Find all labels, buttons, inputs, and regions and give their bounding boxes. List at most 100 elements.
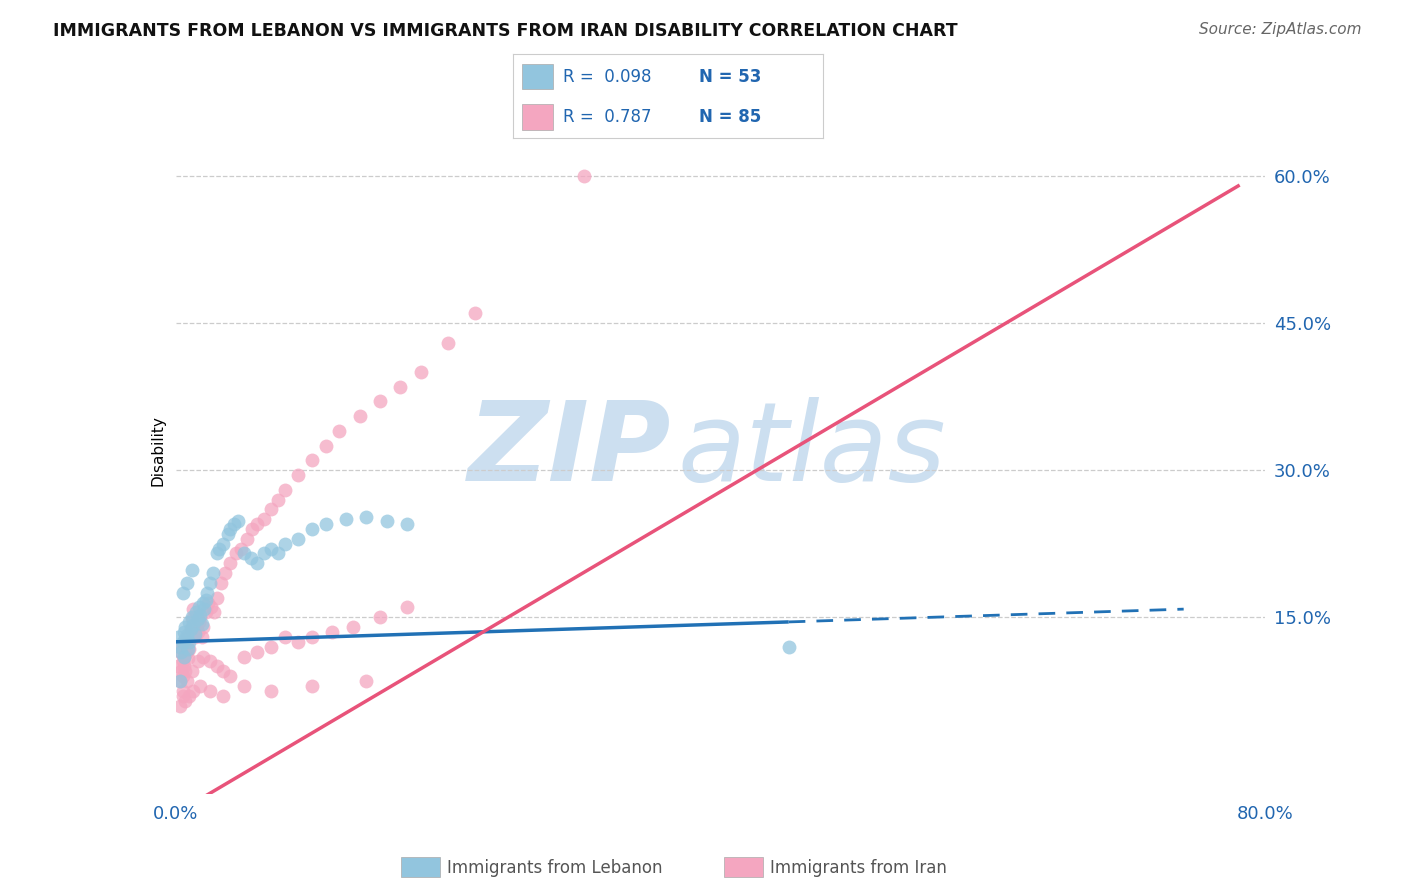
Point <box>167 659 190 673</box>
FancyBboxPatch shape <box>523 104 554 130</box>
Point <box>183 618 205 632</box>
Point <box>186 612 209 626</box>
Text: Immigrants from Lebanon: Immigrants from Lebanon <box>447 859 662 877</box>
Point <box>190 617 212 632</box>
Point <box>301 522 323 536</box>
Point <box>172 586 194 600</box>
Point <box>170 664 193 679</box>
Point <box>169 698 191 713</box>
Point <box>186 606 208 620</box>
Point <box>205 591 228 605</box>
Point <box>170 644 193 658</box>
Point <box>224 517 246 532</box>
Point <box>176 674 198 689</box>
Point <box>301 630 323 644</box>
Point <box>219 669 242 683</box>
Point <box>183 684 205 698</box>
Point <box>170 640 193 654</box>
Point <box>301 453 323 467</box>
Point <box>200 600 222 615</box>
Point <box>274 630 297 644</box>
Point <box>194 592 217 607</box>
Point <box>195 586 218 600</box>
Point <box>396 517 419 532</box>
Point <box>301 679 323 693</box>
Point <box>174 620 197 634</box>
Point <box>187 600 209 615</box>
Text: ZIP: ZIP <box>468 397 672 504</box>
Point <box>179 615 201 630</box>
Point <box>184 627 207 641</box>
Point <box>172 669 194 683</box>
Point <box>194 606 217 620</box>
Point <box>267 492 290 507</box>
Point <box>315 517 337 532</box>
Point <box>172 689 194 703</box>
Point <box>246 517 269 532</box>
Point <box>174 664 197 679</box>
Point <box>260 640 283 654</box>
Point <box>208 541 231 556</box>
Point <box>176 630 198 644</box>
Point <box>219 557 242 571</box>
Point <box>274 537 297 551</box>
Point <box>197 596 219 610</box>
Point <box>274 483 297 497</box>
Point <box>173 649 195 664</box>
Point <box>253 512 276 526</box>
Point <box>375 514 398 528</box>
Point <box>167 630 190 644</box>
Point <box>181 664 204 679</box>
Point <box>287 635 309 649</box>
Text: N = 53: N = 53 <box>699 68 761 86</box>
Point <box>217 526 239 541</box>
Point <box>246 644 269 658</box>
Point <box>169 640 191 654</box>
Point <box>349 409 371 424</box>
Point <box>198 684 221 698</box>
Point <box>246 557 269 571</box>
Point <box>342 620 364 634</box>
Text: R =  0.787: R = 0.787 <box>562 108 651 126</box>
Point <box>177 651 200 665</box>
Point <box>172 635 194 649</box>
Point <box>169 674 191 689</box>
Point <box>181 563 204 577</box>
Point <box>328 424 350 438</box>
Point <box>181 610 204 624</box>
Point <box>188 679 211 693</box>
Text: R =  0.098: R = 0.098 <box>562 68 651 86</box>
Point <box>174 635 197 649</box>
Point <box>179 632 201 646</box>
Point <box>335 512 357 526</box>
Text: atlas: atlas <box>678 397 946 504</box>
Point <box>174 632 197 646</box>
Point <box>173 659 195 673</box>
Point <box>368 610 391 624</box>
Point <box>176 576 198 591</box>
Point <box>183 602 205 616</box>
Point <box>574 169 596 183</box>
Point <box>260 502 283 516</box>
Point <box>356 510 378 524</box>
Point <box>181 612 204 626</box>
Point <box>169 644 191 658</box>
Point <box>172 655 194 669</box>
Point <box>235 532 257 546</box>
Point <box>187 615 209 630</box>
Text: Source: ZipAtlas.com: Source: ZipAtlas.com <box>1198 22 1361 37</box>
Text: N = 85: N = 85 <box>699 108 761 126</box>
Point <box>287 468 309 483</box>
Point <box>198 655 221 669</box>
Point <box>232 546 254 561</box>
Point <box>191 596 214 610</box>
Point <box>186 655 209 669</box>
Point <box>240 522 263 536</box>
Point <box>368 394 391 409</box>
Point <box>212 537 235 551</box>
Point <box>321 624 343 639</box>
Point <box>228 514 250 528</box>
Point <box>214 566 236 581</box>
Point <box>205 659 228 673</box>
Point <box>179 635 201 649</box>
